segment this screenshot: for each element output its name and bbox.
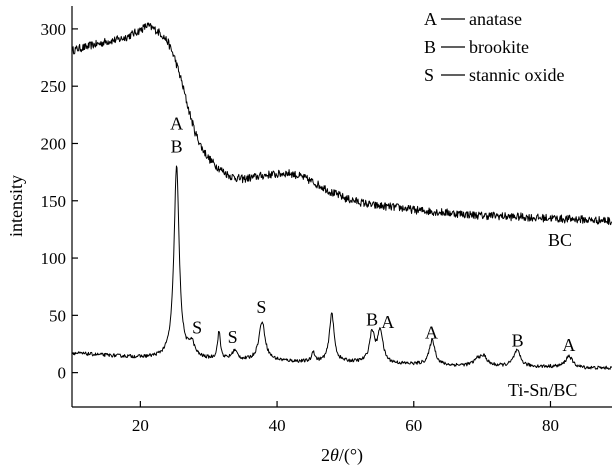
x-tick-label-20: 20 (132, 416, 149, 435)
legend-label-brookite: brookite (469, 37, 529, 57)
peak-label-a-7: A (425, 322, 438, 342)
x-tick-label-40: 40 (269, 416, 286, 435)
series-line-bc (71, 22, 612, 226)
peak-label-b-1: B (171, 137, 183, 157)
series-line-ti-sn-bc (71, 165, 612, 370)
peak-label-b-8: B (512, 330, 524, 350)
peak-label-a-0: A (170, 114, 183, 134)
y-tick-label-50: 50 (49, 306, 66, 325)
y-tick-label-200: 200 (41, 134, 67, 153)
y-tick-label-150: 150 (41, 192, 67, 211)
x-axis-title-prefix: 2 (321, 445, 330, 465)
y-tick-label-250: 250 (41, 77, 67, 96)
y-tick-label-0: 0 (58, 364, 67, 383)
x-tick-label-80: 80 (542, 416, 559, 435)
axis-ticks (72, 28, 552, 407)
legend-label-stannic-oxide: stannic oxide (469, 65, 564, 85)
legend-label-anatase: anatase (469, 9, 522, 29)
legend-key-s: S (424, 65, 434, 85)
x-tick-labels: 20 40 60 80 (132, 416, 559, 435)
legend-key-b: B (424, 37, 436, 57)
peak-label-a-9: A (562, 335, 575, 355)
legend: A anatase B brookite S stannic oxide (424, 9, 564, 85)
peak-label-s-4: S (256, 297, 266, 317)
series-label-ti-sn-bc: Ti-Sn/BC (508, 380, 577, 400)
y-tick-labels: 0 50 100 150 200 250 300 (41, 20, 67, 383)
series-label-bc: BC (548, 230, 572, 250)
y-tick-label-100: 100 (41, 249, 67, 268)
y-tick-label-300: 300 (41, 20, 67, 39)
x-axis-title: 2θ/(°) (321, 445, 363, 466)
peak-annotations: ABS SSB AA B A (170, 114, 575, 355)
peak-label-s-3: S (228, 327, 238, 347)
peak-label-b-5: B (366, 310, 378, 330)
x-tick-label-60: 60 (405, 416, 422, 435)
x-axis-title-theta: θ (330, 445, 339, 465)
peak-label-s-2: S (192, 318, 202, 338)
y-axis-title: intensity (6, 175, 26, 237)
legend-key-a: A (424, 9, 437, 29)
x-axis-title-suffix: /(°) (339, 445, 363, 466)
peak-label-a-6: A (381, 312, 394, 332)
